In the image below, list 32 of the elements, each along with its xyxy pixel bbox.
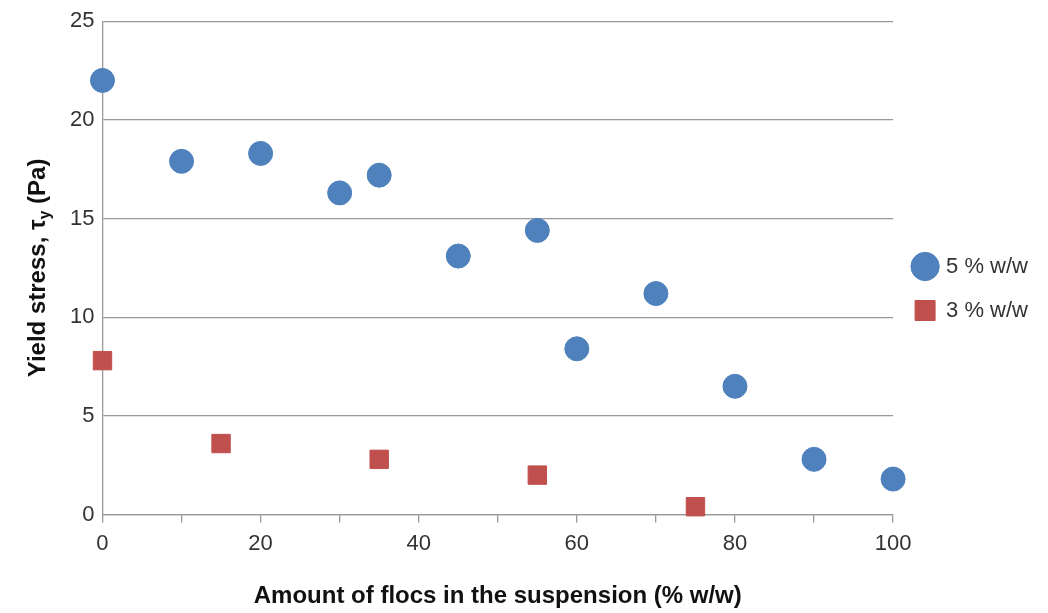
y-tick-label: 20 <box>69 105 95 131</box>
y-tick-label: 0 <box>82 500 95 526</box>
y-tick-label: 10 <box>69 303 95 329</box>
x-tick-label: 100 <box>874 529 912 555</box>
x-tick-label: 40 <box>406 529 431 555</box>
legend-label: 5 % w/w <box>946 252 1029 278</box>
point <box>643 281 669 307</box>
point <box>92 350 113 371</box>
legend-label: 3 % w/w <box>946 296 1029 322</box>
x-tick-label: 60 <box>564 529 590 555</box>
point <box>527 465 547 485</box>
y-tick-label: 5 <box>82 401 95 427</box>
y-tick-label: 15 <box>69 204 95 230</box>
point <box>685 497 706 517</box>
point <box>169 148 195 174</box>
point <box>366 162 392 188</box>
point <box>211 433 231 454</box>
point <box>722 373 748 399</box>
point <box>801 446 827 472</box>
x-tick-label: 20 <box>248 529 273 555</box>
point <box>880 466 906 492</box>
x-tick-label: 80 <box>722 529 748 555</box>
y-tick-label: 25 <box>69 7 95 33</box>
x-axis-title: Amount of flocs in the suspension (% w/w) <box>253 580 742 608</box>
y-axis-title: Yield stress, τy (Pa) <box>22 158 53 378</box>
point <box>327 180 353 206</box>
point <box>248 140 274 166</box>
point <box>445 243 471 269</box>
point <box>369 449 389 470</box>
point <box>564 336 590 362</box>
point <box>524 217 550 243</box>
point <box>89 67 115 93</box>
